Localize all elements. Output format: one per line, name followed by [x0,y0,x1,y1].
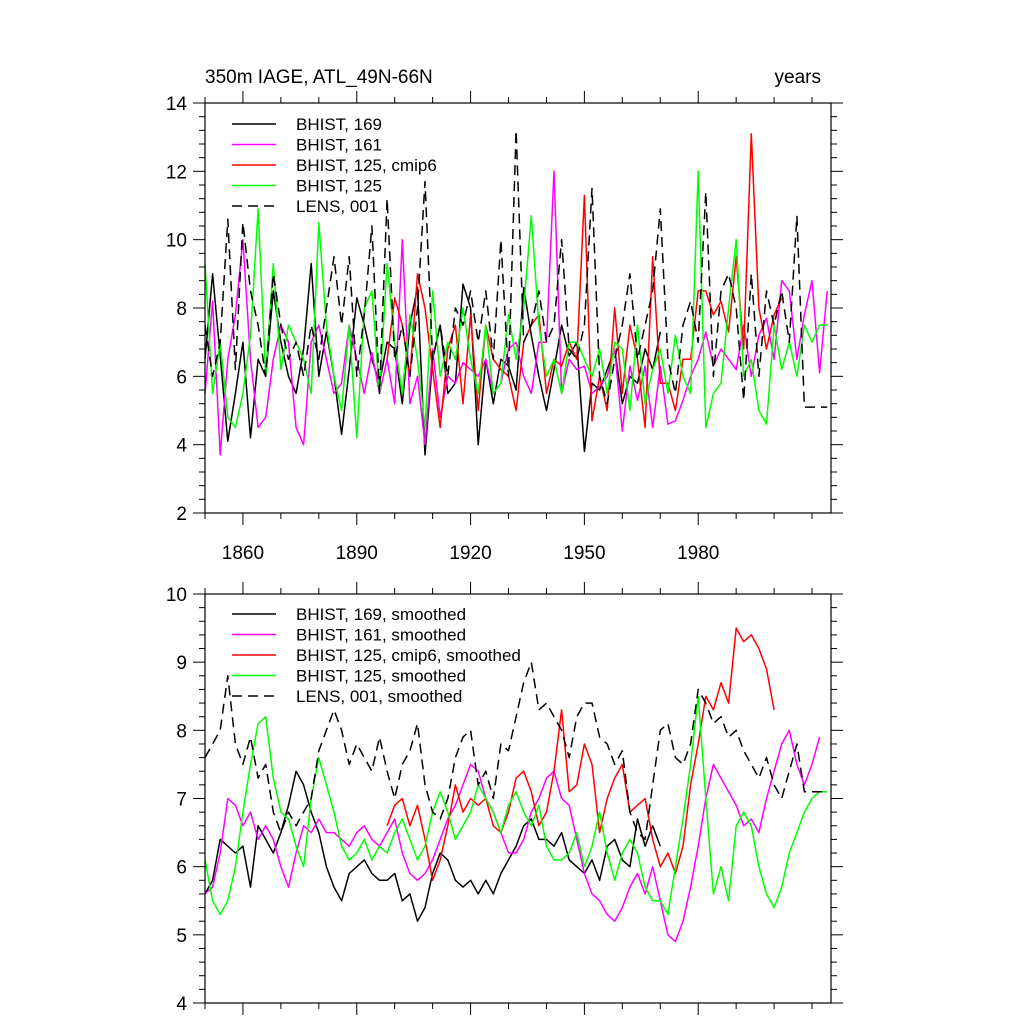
legend-label: LENS, 001 [296,197,378,216]
y-tick-label: 9 [176,653,187,674]
y-tick-label: 12 [166,162,187,183]
y-tick-label: 14 [166,94,188,115]
legend-label: LENS, 001, smoothed [296,687,462,706]
series-line-bhist-125-cmip6 [386,133,783,429]
bottom-panel: 4 5 6 7 8 9 10 BHIST, 169, smoothed BHIST, 161, … [166,582,843,1015]
series-line-bhist-125-smoothed [204,695,828,916]
axis-ticks [193,582,843,1015]
y-tick-label: 5 [176,926,187,947]
y-tick-label: 4 [176,436,187,457]
x-tick-label: 1890 [336,543,378,564]
legend-label: BHIST, 169 [296,115,382,134]
series-line-bhist-161-smoothed [204,729,821,943]
legend: BHIST, 169, smoothed BHIST, 161, smoothed… [232,605,521,706]
legend-label: BHIST, 125, cmip6 [296,156,437,175]
legend-label: BHIST, 125, cmip6, smoothed [296,646,521,665]
legend-label: BHIST, 169, smoothed [296,605,466,624]
legend-label: BHIST, 125 [296,177,382,196]
y-tick-label: 6 [176,858,187,879]
x-tick-label: 1860 [222,543,264,564]
y-tick-label: 4 [176,994,187,1015]
y-tick-label: 8 [176,721,187,742]
chart-title: 350m IAGE, ATL_49N-66N [205,67,433,88]
legend-label: BHIST, 161, smoothed [296,626,466,645]
x-tick-label: 1950 [563,543,605,564]
top-panel: 2 4 6 8 10 12 14 1860 1890 1920 1950 1980 350m IAGE,… [166,67,843,564]
y-tick-label: 6 [176,367,187,388]
legend-label: BHIST, 125, smoothed [296,667,466,686]
y-tick-label: 2 [176,504,187,525]
y-tick-label: 7 [176,790,187,811]
y-tick-label: 10 [166,585,187,606]
units-label: years [775,67,821,88]
y-tick-label: 8 [176,299,187,320]
plot-area [204,627,828,943]
y-tick-label: 10 [166,231,187,252]
axis-ticks [193,91,843,525]
x-tick-label: 1980 [677,543,719,564]
plot-area [204,129,828,456]
x-tick-label: 1920 [449,543,491,564]
legend-label: BHIST, 161 [296,136,382,155]
series-line-bhist-125-cmip6-smoothed [386,627,775,882]
series-line-lens-001-smoothed [204,661,828,841]
series-line-bhist-125 [204,170,828,439]
series-line-lens-001 [204,129,828,408]
